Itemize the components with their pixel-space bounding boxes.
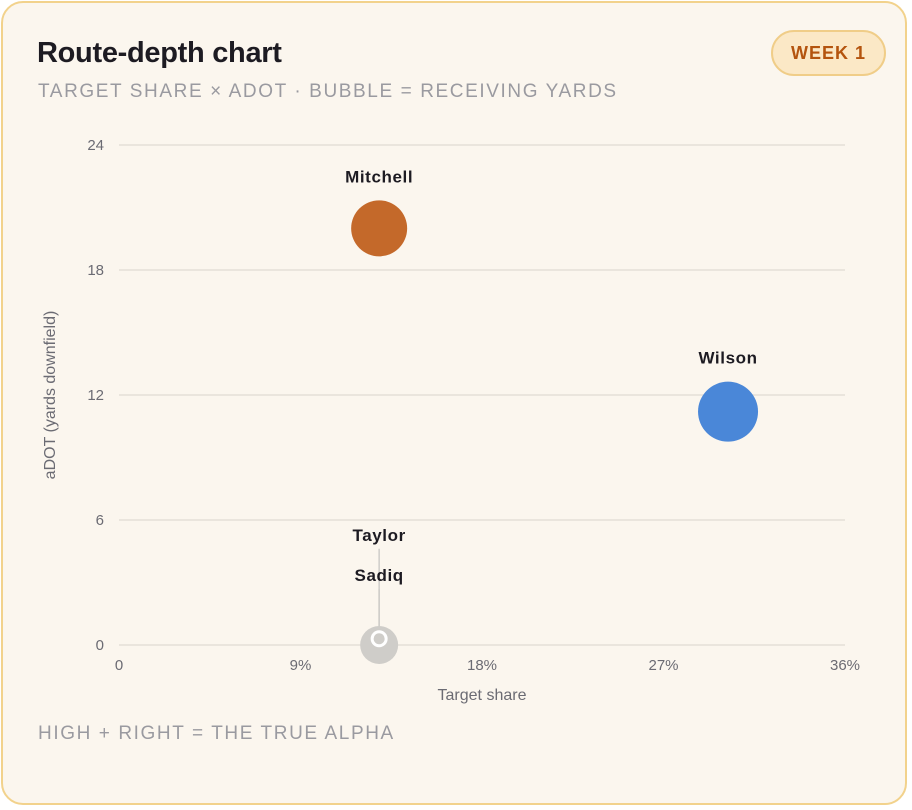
x-axis-ticks: 0 9% 18% 27% 36% <box>115 657 860 674</box>
y-tick-label: 0 <box>96 637 104 654</box>
point-label-taylor: Taylor <box>352 526 405 545</box>
chart-subtitle: TARGET SHARE × ADOT · BUBBLE = RECEIVING… <box>38 81 618 102</box>
bubble-points <box>351 200 759 664</box>
page-title: Route-depth chart <box>37 37 282 69</box>
x-tick-label: 27% <box>648 657 678 674</box>
x-axis-label: Target share <box>438 687 527 704</box>
point-label-sadiq: Sadiq <box>355 566 404 585</box>
y-axis-ticks: 0 6 12 18 24 <box>87 137 104 654</box>
footnote: HIGH + RIGHT = THE TRUE ALPHA <box>38 723 395 744</box>
y-tick-label: 18 <box>87 262 104 279</box>
x-tick-label: 18% <box>467 657 497 674</box>
x-tick-label: 9% <box>290 657 312 674</box>
y-tick-label: 24 <box>87 137 104 154</box>
bubble-taylor[interactable] <box>370 630 388 648</box>
point-labels: Mitchell Wilson Sadiq Taylor <box>345 167 757 585</box>
week-badge[interactable]: WEEK 1 <box>771 30 886 76</box>
x-tick-label: 36% <box>830 657 860 674</box>
x-tick-label: 0 <box>115 657 123 674</box>
bubble-mitchell[interactable] <box>351 200 408 257</box>
y-tick-label: 6 <box>96 512 104 529</box>
bubble-wilson[interactable] <box>698 381 759 442</box>
point-label-mitchell: Mitchell <box>345 167 413 186</box>
y-axis-label: aDOT (yards downfield) <box>42 311 59 480</box>
point-label-wilson: Wilson <box>698 349 757 368</box>
y-tick-label: 12 <box>87 387 104 404</box>
